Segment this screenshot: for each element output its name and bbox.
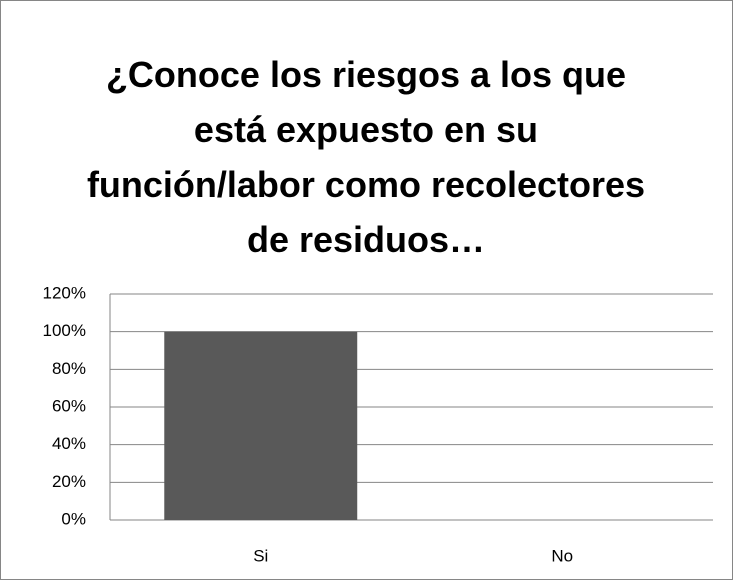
x-tick-label: Si bbox=[253, 546, 268, 565]
y-tick-label: 100% bbox=[43, 321, 86, 340]
y-tick-label: 20% bbox=[52, 472, 86, 491]
x-tick-label: No bbox=[551, 546, 573, 565]
y-tick-label: 60% bbox=[52, 396, 86, 415]
y-tick-label: 80% bbox=[52, 359, 86, 378]
y-tick-label: 40% bbox=[52, 434, 86, 453]
y-tick-label: 120% bbox=[43, 283, 86, 302]
bar bbox=[164, 331, 358, 520]
chart-title: ¿Conoce los riesgos a los que está expue… bbox=[86, 54, 646, 260]
y-tick-label: 0% bbox=[61, 509, 86, 528]
